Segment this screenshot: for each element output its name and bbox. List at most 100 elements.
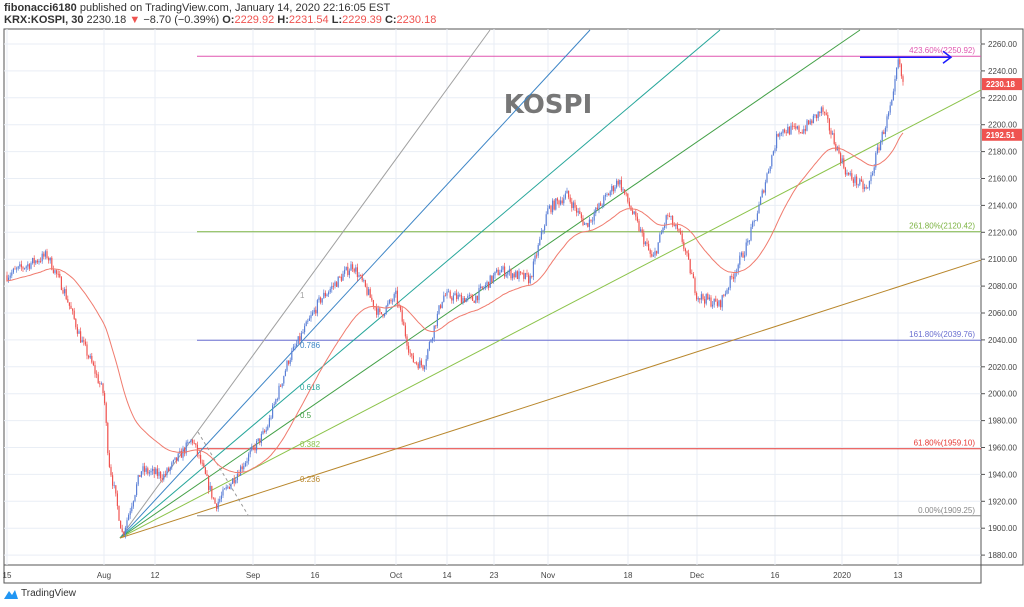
candle-body [592, 220, 594, 222]
candle-body [222, 489, 224, 496]
candle-body [635, 211, 637, 217]
candle-body [748, 240, 750, 242]
candle-body [291, 350, 293, 360]
candle-body [30, 263, 32, 269]
candle-body [670, 215, 672, 217]
candle-body [646, 242, 648, 244]
fib-fan-line [119, 89, 981, 539]
candle-body [184, 448, 186, 454]
candle-body [718, 300, 720, 306]
candle-body [644, 242, 646, 245]
candle-body [859, 179, 861, 185]
x-tick-label: Sep [246, 571, 261, 580]
candle-body [148, 472, 150, 474]
candle-body [864, 187, 866, 190]
candle-body [676, 225, 678, 229]
candle-body [664, 224, 666, 228]
candle-body [88, 355, 90, 358]
candle-body [238, 473, 240, 476]
candle-body [721, 295, 723, 308]
candle-body [520, 271, 522, 273]
candle-body [62, 289, 64, 294]
candle-body [16, 268, 18, 270]
candle-body [355, 267, 357, 272]
y-tick-label: 2240.00 [988, 67, 1017, 76]
candle-body [681, 233, 683, 242]
candle-body [412, 355, 414, 363]
y-tick-label: 1920.00 [988, 497, 1017, 506]
candle-body [416, 362, 418, 364]
candle-body [580, 213, 582, 219]
fib-fan-label: 1 [300, 291, 305, 300]
candle-body [225, 487, 227, 489]
candle-body [686, 251, 688, 254]
candle-body [747, 240, 749, 243]
candle-body [622, 189, 624, 191]
candle-body [649, 249, 651, 254]
candle-body [441, 301, 443, 308]
candle-body [707, 294, 709, 300]
fib-fan-label: 0.618 [300, 383, 321, 392]
tradingview-logo[interactable]: TradingView [4, 588, 76, 599]
candle-body [691, 273, 693, 275]
candle-body [457, 294, 459, 300]
candle-body [299, 336, 301, 341]
candle-body [724, 293, 726, 296]
candle-body [798, 126, 800, 133]
candle-body [248, 454, 250, 462]
candle-body [838, 146, 840, 154]
candle-body [331, 285, 333, 289]
candle-body [340, 276, 342, 281]
candle-body [185, 442, 187, 454]
candle-body [494, 271, 496, 276]
y-tick-label: 1980.00 [988, 417, 1017, 426]
candle-body [534, 255, 536, 262]
candle-body [192, 439, 194, 443]
candle-body [683, 241, 685, 249]
candle-body [257, 438, 259, 441]
candle-body [43, 253, 45, 257]
candle-body [54, 270, 56, 273]
candle-body [180, 450, 182, 458]
fib-fan-line [119, 29, 721, 539]
author[interactable]: fibonacci6180 [4, 2, 77, 14]
candle-body [627, 193, 629, 202]
candle-body [548, 205, 550, 209]
candle-body [449, 291, 451, 298]
candle-body [761, 190, 763, 198]
candle-body [588, 219, 590, 227]
candle-body [305, 321, 307, 327]
candle-body [804, 129, 806, 131]
candle-body [155, 468, 157, 475]
candle-body [217, 501, 219, 509]
candle-body [451, 297, 453, 301]
candle-body [116, 493, 118, 506]
candle-body [131, 506, 133, 512]
candle-body [316, 300, 318, 314]
candle-body [569, 197, 571, 202]
candle-body [65, 289, 67, 300]
candle-body [260, 433, 262, 443]
candle-body [616, 180, 618, 188]
candle-body [486, 281, 488, 286]
y-tick-label: 1960.00 [988, 444, 1017, 453]
candle-body [137, 475, 139, 485]
candle-body [320, 297, 322, 303]
candle-body [596, 207, 598, 210]
close-label: C: [384, 14, 397, 26]
triangle-down-icon: ▼ [129, 14, 141, 26]
candle-body [249, 450, 251, 455]
candle-body [84, 341, 86, 345]
candle-body [641, 229, 643, 233]
candle-body [432, 338, 434, 341]
candle-body [128, 514, 130, 521]
candle-body [876, 147, 878, 154]
candle-body [228, 486, 230, 489]
candle-body [56, 270, 58, 274]
candle-body [350, 264, 352, 271]
candle-body [716, 301, 718, 306]
candle-body [27, 264, 29, 267]
candle-body [452, 295, 454, 301]
fib-fan-label: 0.5 [300, 411, 312, 420]
